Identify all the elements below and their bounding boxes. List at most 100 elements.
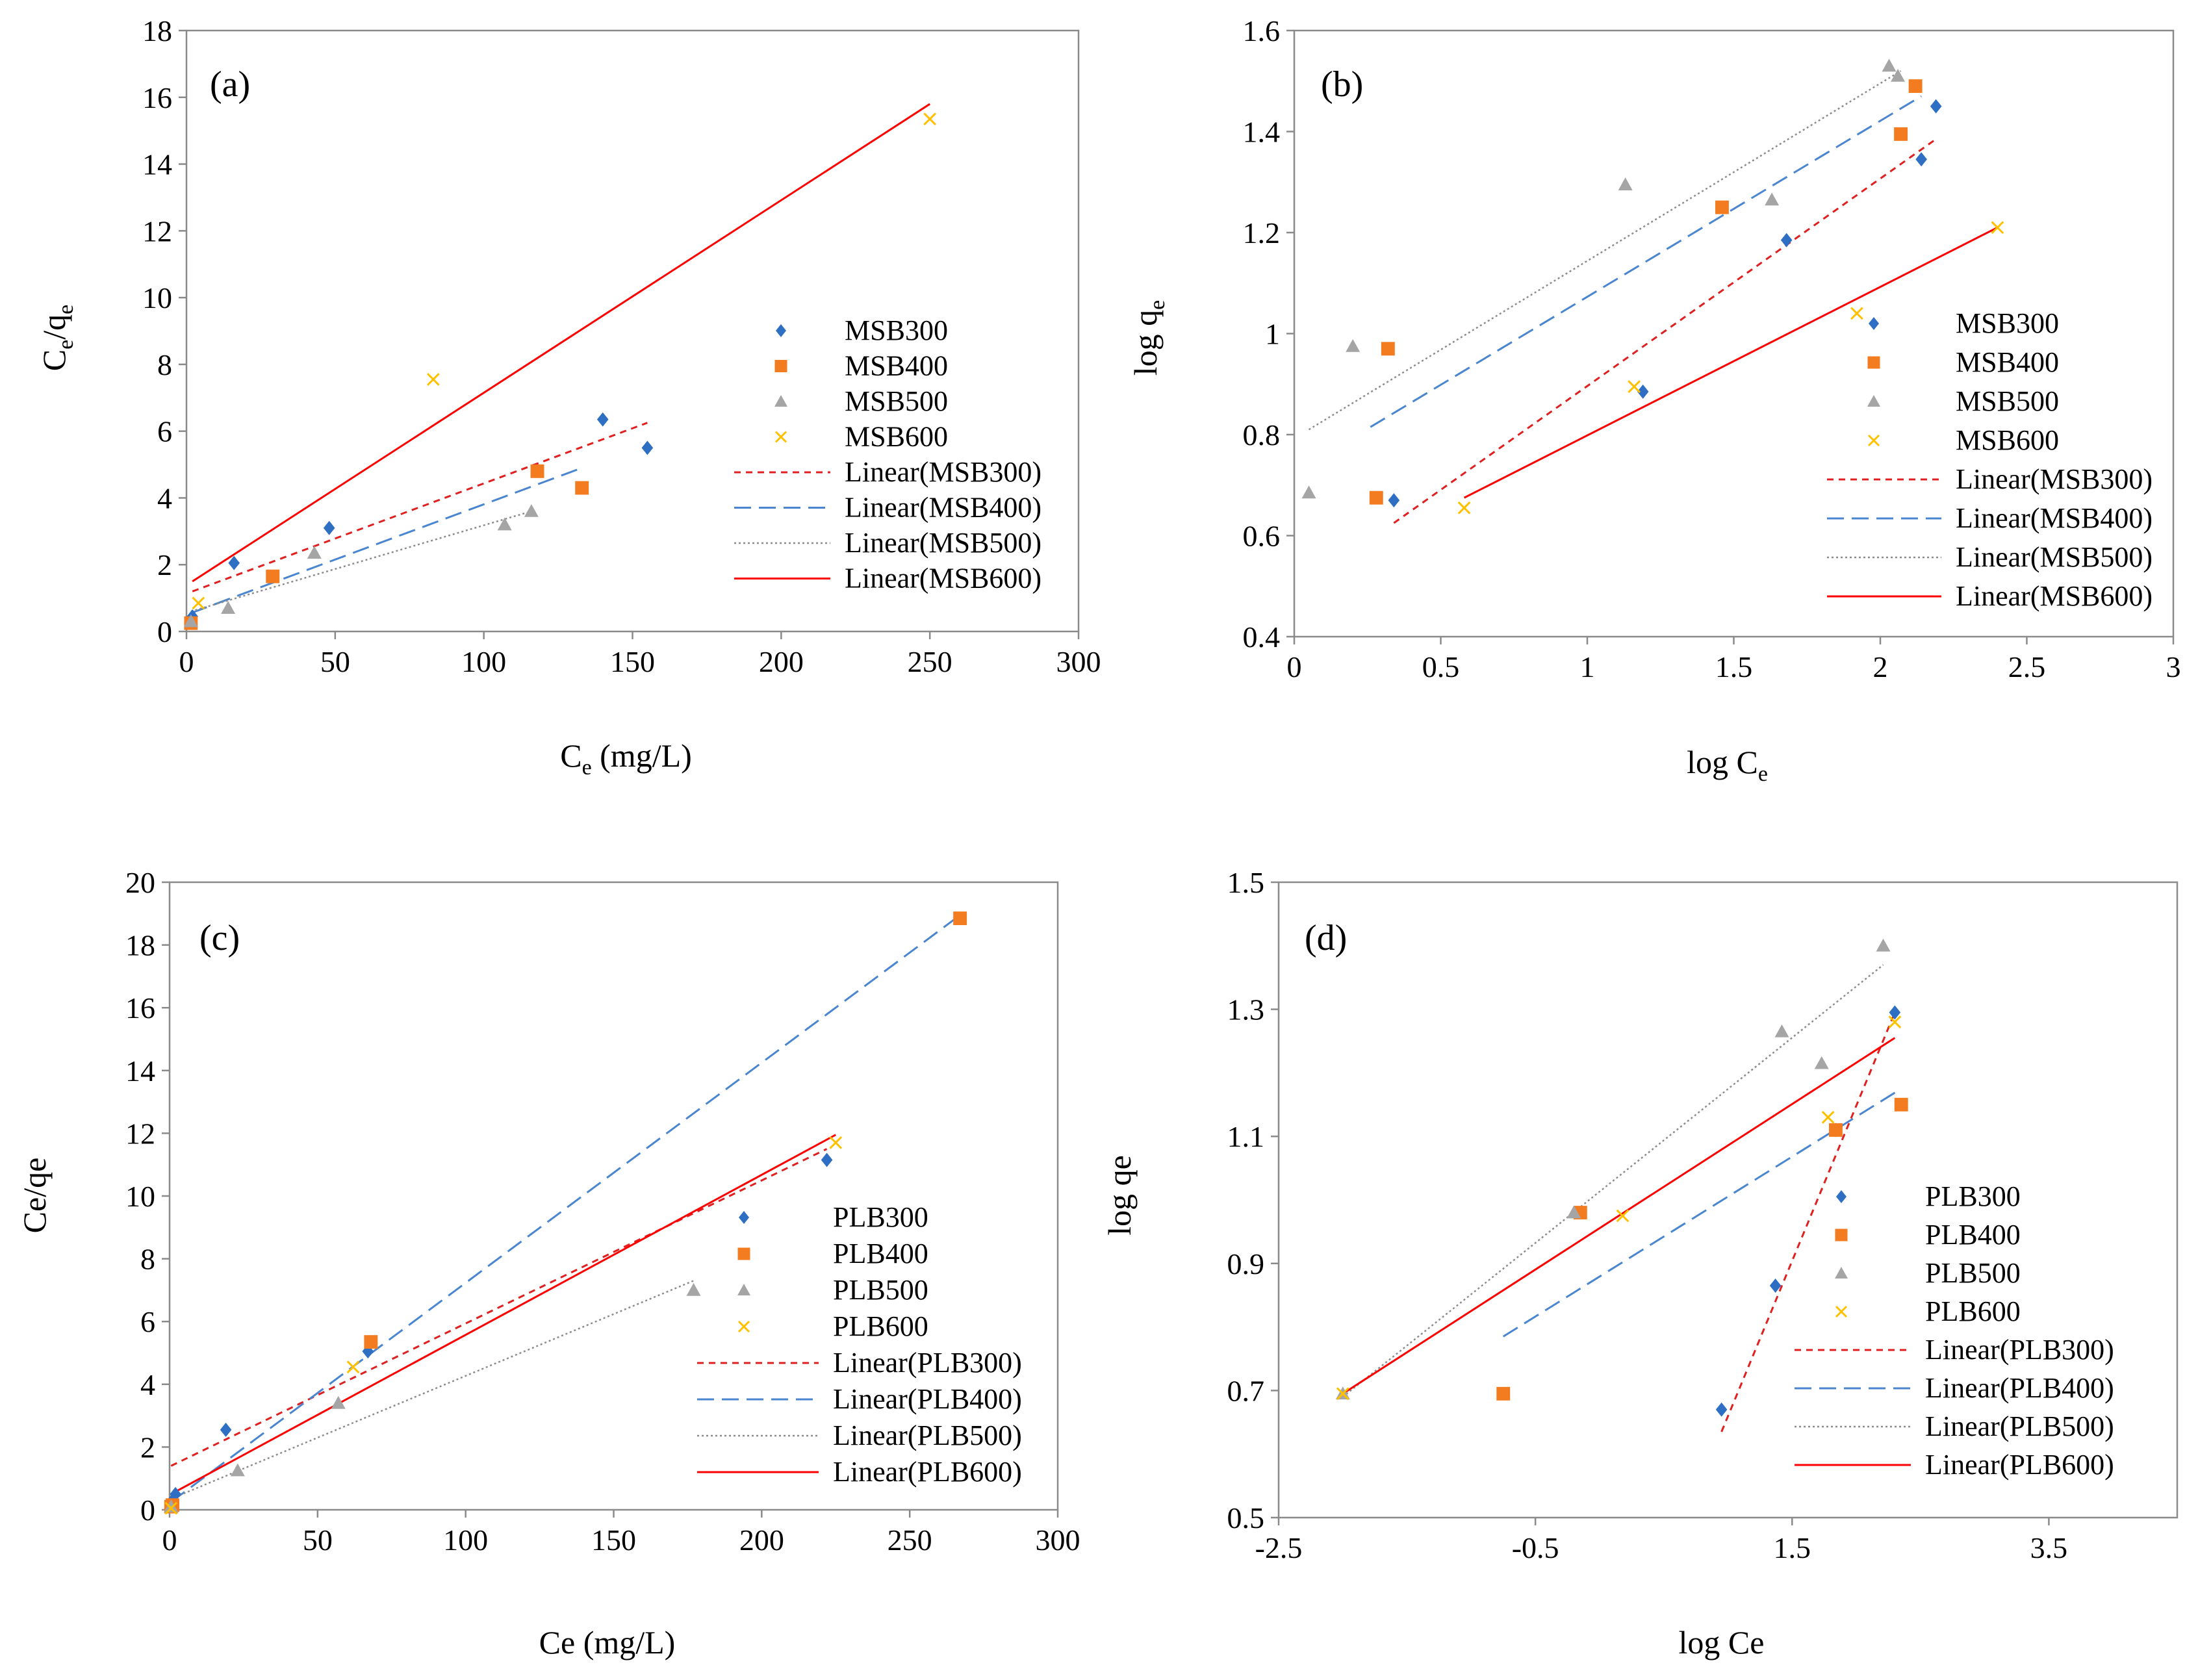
x-tick-label: 2 — [1873, 650, 1888, 683]
legend-item-msb600: MSB600 — [774, 421, 948, 453]
point-plb600 — [1336, 1387, 1349, 1401]
point-msb300 — [596, 412, 609, 427]
legend-label: Linear(PLB400) — [833, 1383, 1022, 1415]
point-msb600 — [1850, 307, 1863, 320]
legend-marker-plb300 — [1836, 1190, 1847, 1203]
legend-label: Linear(PLB400) — [1925, 1372, 2114, 1404]
legend-item-fit: Linear(PLB500) — [1795, 1410, 2114, 1442]
y-tick-label: 0 — [157, 615, 172, 648]
x-tick-label: -2.5 — [1255, 1531, 1303, 1564]
x-tick-label: 2.5 — [2008, 650, 2046, 683]
legend-item-fit: Linear(MSB400) — [734, 492, 1042, 524]
point-msb400 — [1908, 79, 1923, 93]
y-tick-label: 4 — [140, 1368, 155, 1401]
y-tick-label: 1.1 — [1227, 1120, 1265, 1153]
x-axis-label: log Ce — [1687, 744, 1768, 786]
legend-item-fit: Linear(PLB300) — [697, 1347, 1022, 1379]
y-tick-label: 20 — [125, 866, 155, 899]
point-msb500 — [1891, 68, 1906, 82]
legend-label: PLB500 — [1925, 1257, 2021, 1289]
legend-label: Linear(MSB500) — [845, 527, 1042, 559]
legend-marker-plb300 — [739, 1211, 749, 1224]
fit-line-linear-plb400 — [170, 914, 961, 1503]
legend-item-fit: Linear(MSB500) — [1827, 541, 2153, 573]
point-msb500 — [524, 504, 539, 517]
legend-item-msb600: MSB600 — [1867, 424, 2059, 456]
point-plb500 — [1876, 938, 1891, 952]
point-plb300 — [1715, 1402, 1728, 1417]
y-axis-label: log qe — [1127, 300, 1169, 376]
legend-label: Linear(PLB600) — [833, 1456, 1022, 1488]
y-tick-label: 18 — [142, 14, 172, 47]
legend-label: Linear(PLB500) — [1925, 1410, 2114, 1442]
legend-marker-plb600 — [1835, 1305, 1848, 1318]
legend-item-plb500: PLB500 — [737, 1274, 928, 1306]
point-msb400 — [1369, 490, 1383, 505]
point-msb400 — [266, 569, 280, 583]
legend-item-plb300: PLB300 — [739, 1201, 928, 1233]
point-msb300 — [1930, 99, 1942, 114]
panel-label: (c) — [199, 918, 240, 958]
point-plb500 — [164, 1499, 179, 1512]
point-msb500 — [1765, 192, 1780, 206]
y-tick-label: 4 — [157, 481, 172, 515]
y-tick-label: 1.6 — [1243, 14, 1281, 47]
y-tick-label: 0.7 — [1227, 1374, 1265, 1407]
legend-item-plb600: PLB600 — [1835, 1295, 2021, 1327]
point-msb500 — [1882, 58, 1897, 72]
x-tick-label: 50 — [303, 1523, 333, 1557]
legend-item-msb400: MSB400 — [774, 350, 948, 382]
legend-label: Linear(MSB600) — [1956, 580, 2153, 612]
point-msb600 — [1991, 221, 2004, 235]
legend-label: MSB600 — [845, 421, 948, 453]
y-tick-label: 12 — [125, 1117, 155, 1150]
y-tick-label: 14 — [142, 148, 172, 181]
point-msb600 — [1457, 501, 1471, 515]
point-plb300 — [220, 1422, 232, 1437]
y-tick-label: 0.8 — [1243, 418, 1281, 452]
legend-label: PLB300 — [833, 1201, 928, 1233]
chart-4: 0.5 0.7 0.9 1.1 1.3 1.5 -2.5 -0.5 1.5 3.5 (d) PLB30… — [1101, 866, 2179, 1661]
x-tick-label: 3.5 — [2030, 1531, 2068, 1564]
legend-label: Linear(MSB300) — [845, 456, 1042, 488]
legend-label: Linear(MSB500) — [1956, 541, 2153, 573]
legend-item-plb400: PLB400 — [1835, 1219, 2021, 1251]
legend-label: PLB500 — [833, 1274, 928, 1306]
y-tick-label: 1.5 — [1227, 866, 1265, 899]
legend-marker-plb400 — [1835, 1228, 1848, 1241]
chart-1: 0 2 4 6 8 10 12 14 16 18 0 50 100 150 200 250 300 (a) MSB3… — [36, 14, 1101, 780]
panel-label: (d) — [1305, 918, 1347, 958]
point-msb300 — [228, 555, 240, 570]
point-msb500 — [221, 601, 236, 614]
point-msb300 — [323, 520, 335, 535]
plot-frame — [168, 881, 1059, 1511]
point-plb400 — [1829, 1123, 1843, 1137]
legend-label: MSB600 — [1956, 424, 2059, 456]
x-tick-label: 200 — [759, 645, 804, 678]
legend-item-msb500: MSB500 — [1867, 385, 2059, 417]
point-plb300 — [1769, 1279, 1782, 1293]
fit-line-linear-msb400 — [1370, 95, 1922, 428]
point-plb600 — [1616, 1209, 1629, 1223]
legend-label: MSB300 — [845, 314, 948, 346]
x-tick-label: 0 — [162, 1523, 177, 1557]
legend-item-fit: Linear(PLB500) — [697, 1419, 1022, 1451]
x-axis-label: Ce (mg/L) — [539, 1624, 676, 1661]
legend-label: MSB500 — [1956, 385, 2059, 417]
chart-2: 0.4 0.6 0.8 1 1.2 1.4 1.6 0 0.5 1 1.5 2 2.5 3 (b) MSB30… — [1127, 14, 2181, 786]
x-tick-label: 250 — [888, 1523, 932, 1557]
legend-marker-msb500 — [774, 395, 787, 407]
x-tick-label: 100 — [461, 645, 506, 678]
y-tick-label: 8 — [140, 1243, 155, 1276]
point-plb400 — [953, 911, 967, 925]
x-tick-label: 1 — [1580, 650, 1595, 683]
legend-item-plb500: PLB500 — [1835, 1257, 2021, 1289]
y-tick-label: 0.6 — [1243, 520, 1281, 553]
point-msb300 — [1637, 384, 1649, 399]
x-tick-label: 100 — [443, 1523, 488, 1557]
x-tick-label: 1.5 — [1774, 1531, 1811, 1564]
legend-marker-msb600 — [1867, 434, 1880, 447]
point-plb300 — [1889, 1005, 1901, 1020]
y-tick-label: 18 — [125, 929, 155, 962]
